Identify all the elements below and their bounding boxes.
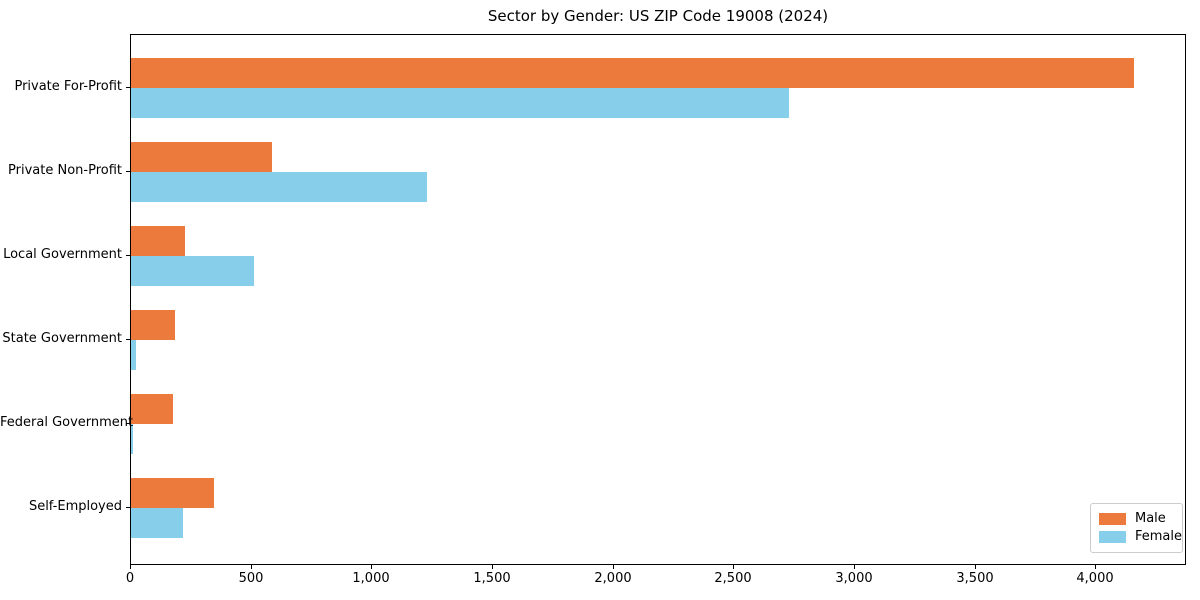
x-tick-label-1500: 1,500 xyxy=(473,571,511,586)
bar-female-private-for-profit xyxy=(131,88,790,118)
y-tick-mark-federal-government xyxy=(126,423,130,424)
x-tick-mark-1000 xyxy=(371,564,372,569)
bar-group-private-non-profit xyxy=(131,142,1185,202)
bar-male-local-government xyxy=(131,226,185,256)
x-tick-label-4000: 4,000 xyxy=(1076,571,1114,586)
x-tick-label-500: 500 xyxy=(238,571,264,586)
legend: Male Female xyxy=(1090,503,1183,553)
x-tick-mark-2000 xyxy=(613,564,614,569)
y-tick-label-private-non-profit: Private Non-Profit xyxy=(8,163,122,178)
y-tick-mark-private-for-profit xyxy=(126,87,130,88)
x-tick-label-2000: 2,000 xyxy=(594,571,632,586)
x-tick-mark-2500 xyxy=(733,564,734,569)
x-tick-label-0: 0 xyxy=(125,571,135,586)
x-tick-mark-4000 xyxy=(1095,564,1096,569)
x-tick-mark-1500 xyxy=(492,564,493,569)
y-tick-label-private-for-profit: Private For-Profit xyxy=(14,79,122,94)
x-tick-mark-500 xyxy=(251,564,252,569)
y-tick-mark-state-government xyxy=(126,339,130,340)
y-tick-mark-local-government xyxy=(126,255,130,256)
y-tick-label-self-employed: Self-Employed xyxy=(28,499,122,514)
x-tick-mark-3000 xyxy=(854,564,855,569)
legend-swatch-female xyxy=(1099,531,1126,543)
x-tick-label-3500: 3,500 xyxy=(956,571,994,586)
legend-label-female: Female xyxy=(1135,529,1183,544)
legend-swatch-male xyxy=(1099,513,1126,525)
bar-male-private-non-profit xyxy=(131,142,272,172)
x-tick-label-3000: 3,000 xyxy=(835,571,873,586)
bar-female-self-employed xyxy=(131,508,183,538)
bar-male-federal-government xyxy=(131,394,173,424)
x-tick-mark-0 xyxy=(130,564,131,569)
plot-area xyxy=(130,34,1186,565)
y-tick-label-state-government: State Government xyxy=(2,331,122,346)
y-tick-label-local-government: Local Government xyxy=(3,247,122,262)
bar-male-self-employed xyxy=(131,478,214,508)
y-tick-label-federal-government: Federal Government xyxy=(0,415,134,430)
bar-male-private-for-profit xyxy=(131,58,1135,88)
bar-group-self-employed xyxy=(131,478,1185,538)
x-tick-mark-3500 xyxy=(975,564,976,569)
bar-group-federal-government xyxy=(131,394,1185,454)
chart-title: Sector by Gender: US ZIP Code 19008 (202… xyxy=(487,7,829,25)
legend-entry-female: Female xyxy=(1099,529,1182,545)
bar-female-private-non-profit xyxy=(131,172,428,202)
y-tick-mark-private-non-profit xyxy=(126,171,130,172)
x-tick-label-1000: 1,000 xyxy=(352,571,390,586)
legend-entry-male: Male xyxy=(1099,511,1174,527)
bar-female-state-government xyxy=(131,340,137,370)
legend-label-male: Male xyxy=(1135,511,1166,526)
y-tick-mark-self-employed xyxy=(126,507,130,508)
bar-group-state-government xyxy=(131,310,1185,370)
bar-female-federal-government xyxy=(131,424,134,454)
bar-female-local-government xyxy=(131,256,254,286)
bars-container xyxy=(131,35,1185,564)
bar-group-local-government xyxy=(131,226,1185,286)
bar-male-state-government xyxy=(131,310,175,340)
x-tick-label-2500: 2,500 xyxy=(714,571,752,586)
bar-group-private-for-profit xyxy=(131,58,1185,118)
